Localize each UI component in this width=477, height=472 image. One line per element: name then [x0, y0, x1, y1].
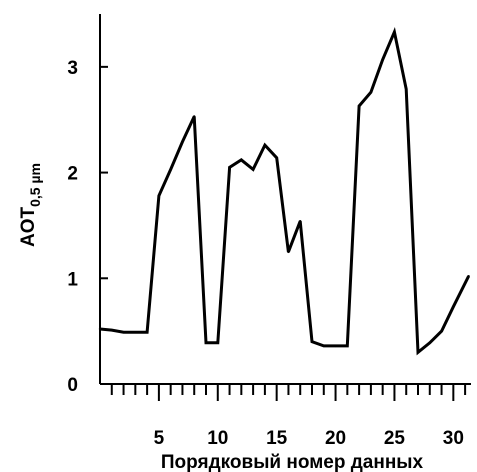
- data-point: [181, 140, 184, 144]
- series-line: [99, 26, 470, 356]
- y-axis-title-subscript: 0,5 µm: [27, 163, 43, 207]
- y-tick-label: 3: [67, 58, 78, 79]
- data-point: [369, 91, 373, 94]
- data-point: [240, 158, 243, 162]
- y-axis-title-main: AOT: [18, 206, 39, 247]
- data-point: [216, 341, 219, 344]
- data-point: [134, 331, 137, 334]
- data-point: [467, 275, 470, 278]
- y-axis-title: AOT0,5 µm: [18, 163, 43, 247]
- x-tick-label: 30: [443, 428, 464, 449]
- data-point: [346, 344, 349, 348]
- data-point: [440, 329, 443, 333]
- data-point: [322, 344, 325, 348]
- axes: 0 1 2 3 5 10 15 20 25 30: [67, 14, 471, 449]
- data-point: [251, 168, 255, 171]
- data-point: [122, 331, 125, 334]
- data-point: [169, 168, 172, 171]
- x-axis-title: Порядковый номер данных: [161, 452, 424, 472]
- data-point: [145, 331, 149, 334]
- data-point: [357, 104, 361, 108]
- data-point: [275, 156, 278, 159]
- x-tick-label: 10: [207, 428, 228, 449]
- data-point: [110, 328, 114, 332]
- data-point: [416, 351, 420, 354]
- data-point: [310, 340, 314, 343]
- data-point: [334, 344, 337, 348]
- data-point: [299, 220, 302, 223]
- y-tick-label: 0: [67, 375, 78, 396]
- y-tick-label: 1: [67, 269, 78, 290]
- data-point: [204, 341, 208, 344]
- x-tick-label: 25: [384, 428, 406, 449]
- data-point: [263, 143, 267, 147]
- data-point: [405, 87, 408, 91]
- x-tick-label: 20: [325, 428, 346, 449]
- data-point: [287, 250, 290, 254]
- x-tick-label: 5: [154, 428, 165, 449]
- data-point: [193, 115, 196, 118]
- x-tick-label: 15: [266, 428, 288, 449]
- y-tick-label: 2: [67, 164, 78, 185]
- data-point: [393, 30, 396, 34]
- data-point: [228, 166, 231, 169]
- data-point: [381, 58, 384, 61]
- data-point: [157, 194, 161, 197]
- data-point: [428, 341, 431, 344]
- plot-area: [98, 26, 470, 356]
- data-point: [452, 305, 455, 308]
